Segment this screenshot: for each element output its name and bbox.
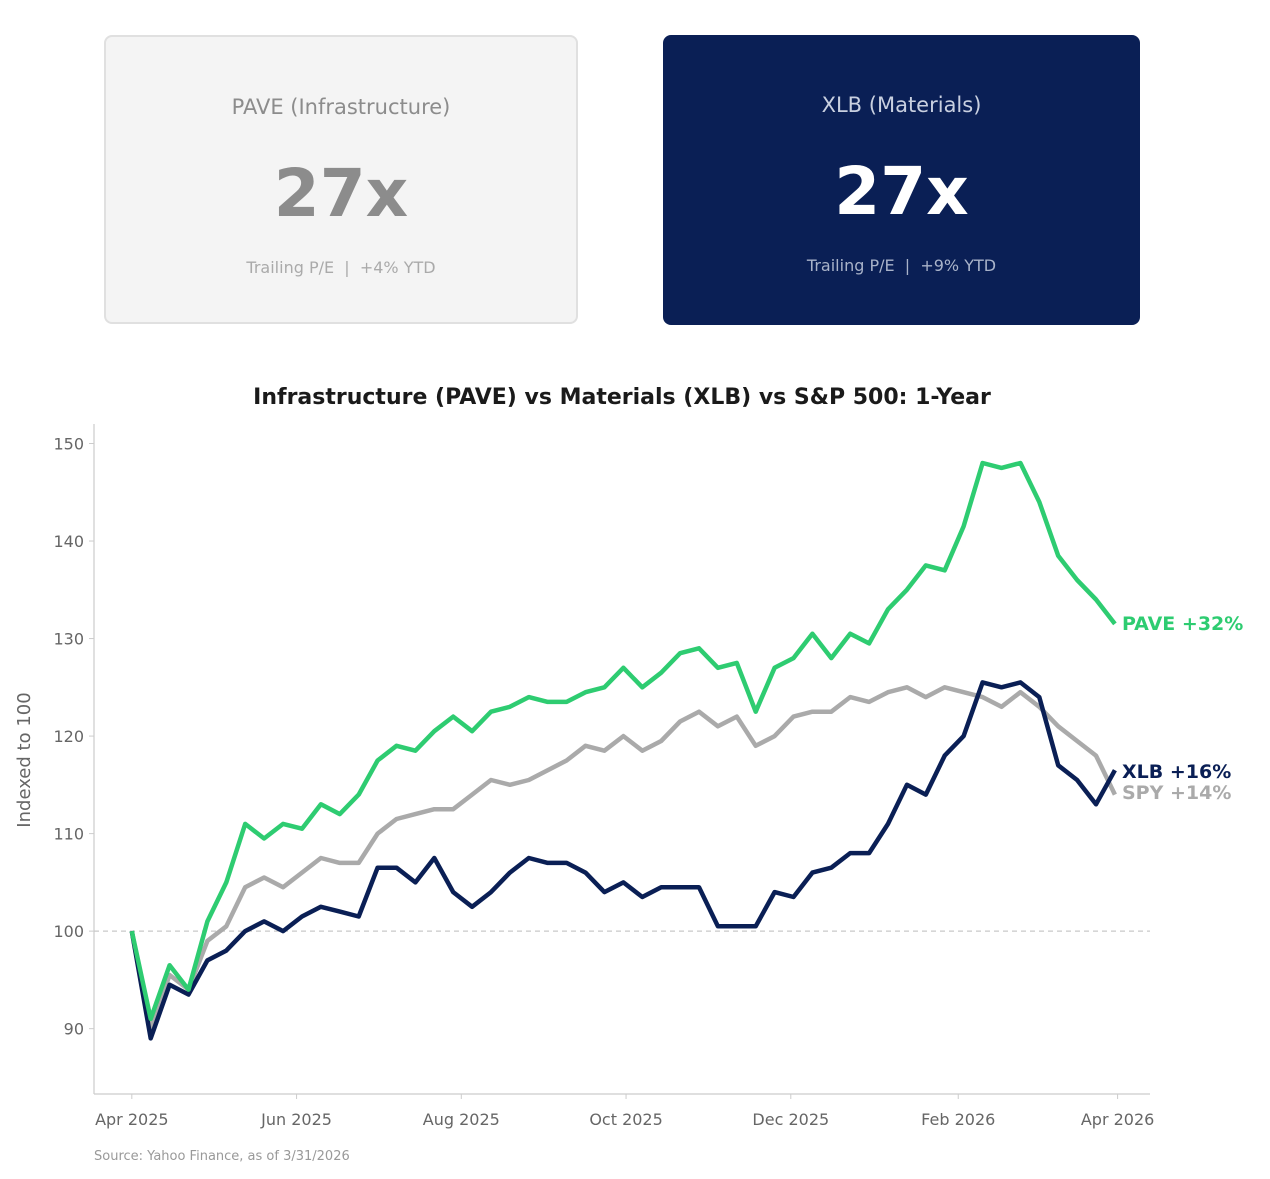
xlb-line bbox=[129, 680, 1117, 1041]
pave-card-value: 27x bbox=[273, 155, 409, 232]
x-tick-label: Jun 2025 bbox=[260, 1110, 332, 1129]
x-tick-label: Dec 2025 bbox=[752, 1110, 829, 1129]
x-tick-label: Oct 2025 bbox=[589, 1110, 662, 1129]
x-tick-label: Apr 2026 bbox=[1081, 1110, 1154, 1129]
xlb-card-subtitle: Trailing P/E | +9% YTD bbox=[806, 256, 997, 275]
pave-card: PAVE (Infrastructure) 27x Trailing P/E |… bbox=[104, 35, 578, 324]
xlb-end-label: XLB +16% bbox=[1122, 761, 1231, 783]
y-tick-label: 110 bbox=[53, 825, 84, 844]
x-tick-label: Apr 2025 bbox=[95, 1110, 168, 1129]
y-tick-label: 130 bbox=[53, 630, 84, 649]
y-tick-label: 90 bbox=[64, 1020, 84, 1039]
chart-title: Infrastructure (PAVE) vs Materials (XLB)… bbox=[253, 385, 991, 410]
source-note: Source: Yahoo Finance, as of 3/31/2026 bbox=[94, 1149, 350, 1164]
pave-card-title: PAVE (Infrastructure) bbox=[231, 95, 451, 119]
spy-end-label: SPY +14% bbox=[1122, 782, 1231, 804]
xlb-card-title: XLB (Materials) bbox=[821, 93, 982, 117]
y-tick-label: 140 bbox=[53, 532, 84, 551]
pave-end-label: PAVE +32% bbox=[1122, 613, 1243, 635]
spy-line bbox=[129, 685, 1117, 1031]
y-tick-label: 120 bbox=[53, 727, 84, 746]
x-tick-label: Feb 2026 bbox=[921, 1110, 995, 1129]
xlb-card-value: 27x bbox=[834, 153, 969, 230]
xlb-card: XLB (Materials) 27x Trailing P/E | +9% Y… bbox=[663, 35, 1140, 325]
y-tick-label: 100 bbox=[53, 922, 84, 941]
pave-line bbox=[129, 460, 1117, 1022]
y-axis-label: Indexed to 100 bbox=[14, 692, 35, 827]
pave-card-subtitle: Trailing P/E | +4% YTD bbox=[246, 258, 436, 277]
x-tick-label: Aug 2025 bbox=[423, 1110, 500, 1129]
y-tick-label: 150 bbox=[53, 435, 84, 454]
